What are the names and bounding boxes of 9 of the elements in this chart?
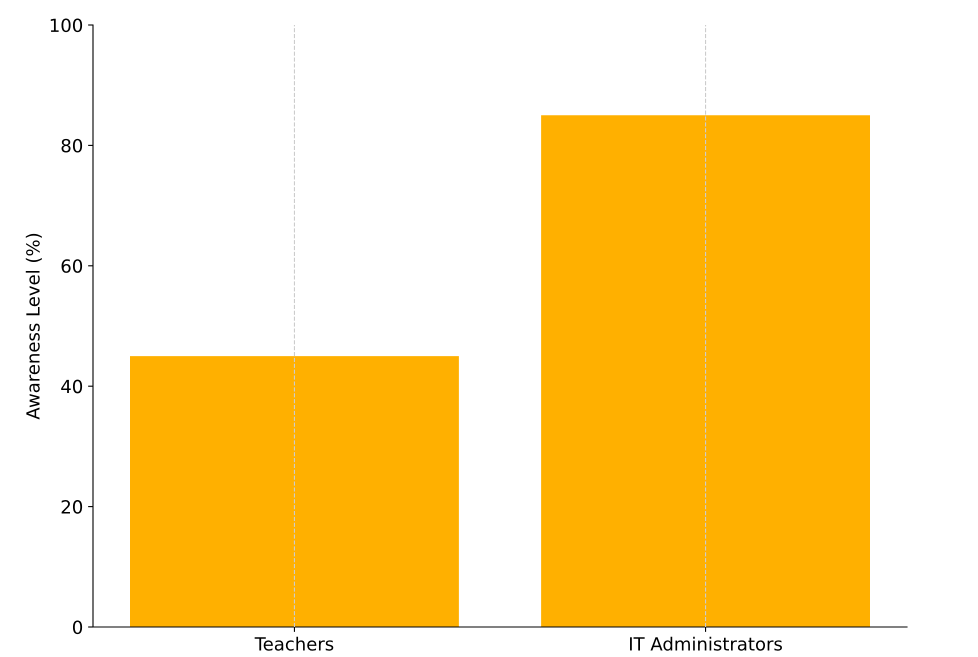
- x-tick-label: Teachers: [254, 636, 334, 651]
- y-tick-label: 40: [61, 380, 82, 394]
- y-tick-label: 0: [72, 620, 82, 634]
- y-tick-label: 20: [62, 500, 82, 514]
- y-axis-title: Awareness Level (%): [26, 234, 42, 420]
- x-tick-label: IT Administrators: [630, 636, 782, 651]
- y-tick-label: 100: [50, 18, 82, 32]
- y-tick-label: 60: [62, 259, 82, 273]
- y-tick-label: 80: [62, 138, 82, 153]
